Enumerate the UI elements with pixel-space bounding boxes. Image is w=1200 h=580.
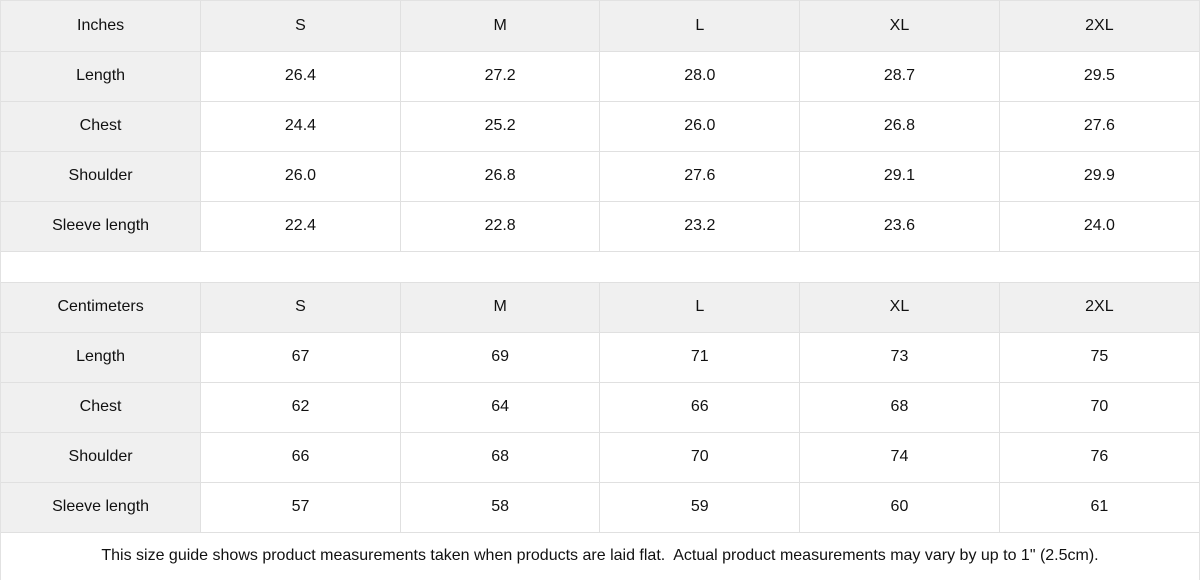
size-value-cell: 68 xyxy=(399,431,601,483)
size-value-cell: 75 xyxy=(998,331,1199,383)
size-col-header-xl: XL xyxy=(799,281,1000,333)
size-value-cell: 28.0 xyxy=(599,50,801,102)
row-label: Shoulder xyxy=(1,150,202,202)
size-value-cell: 22.4 xyxy=(200,200,401,252)
size-table-centimeters: Centimeters S M L XL 2XL Length 67 69 71… xyxy=(1,281,1199,533)
size-value-cell: 25.2 xyxy=(399,100,601,152)
size-col-header-xl: XL xyxy=(799,1,1000,52)
size-col-header-m: M xyxy=(399,1,601,52)
row-label: Shoulder xyxy=(1,431,202,483)
unit-header-cell: Centimeters xyxy=(1,281,202,333)
size-value-cell: 26.0 xyxy=(599,100,801,152)
table-row-length: Length 26.4 27.2 28.0 28.7 29.5 xyxy=(1,50,1199,102)
size-col-header-l: L xyxy=(599,1,801,52)
size-guide-disclaimer: This size guide shows product measuremen… xyxy=(1,532,1199,580)
size-value-cell: 62 xyxy=(200,381,401,433)
row-label: Chest xyxy=(1,381,202,433)
size-value-cell: 68 xyxy=(799,381,1000,433)
unit-header-cell: Inches xyxy=(1,1,202,52)
table-row-shoulder: Shoulder 66 68 70 74 76 xyxy=(1,431,1199,483)
size-value-cell: 27.2 xyxy=(399,50,601,102)
table-row-chest: Chest 24.4 25.2 26.0 26.8 27.6 xyxy=(1,100,1199,152)
size-value-cell: 59 xyxy=(599,481,801,533)
size-value-cell: 73 xyxy=(799,331,1000,383)
size-value-cell: 29.9 xyxy=(998,150,1199,202)
size-col-header-2xl: 2XL xyxy=(998,1,1199,52)
size-value-cell: 24.4 xyxy=(200,100,401,152)
size-col-header-m: M xyxy=(399,281,601,333)
size-value-cell: 66 xyxy=(599,381,801,433)
row-label: Length xyxy=(1,50,202,102)
size-value-cell: 60 xyxy=(799,481,1000,533)
table-row-length: Length 67 69 71 73 75 xyxy=(1,331,1199,383)
size-value-cell: 28.7 xyxy=(799,50,1000,102)
table-row-sleeve-length: Sleeve length 22.4 22.8 23.2 23.6 24.0 xyxy=(1,200,1199,252)
size-value-cell: 23.2 xyxy=(599,200,801,252)
size-value-cell: 70 xyxy=(998,381,1199,433)
size-col-header-2xl: 2XL xyxy=(998,281,1199,333)
size-value-cell: 22.8 xyxy=(399,200,601,252)
size-value-cell: 27.6 xyxy=(599,150,801,202)
size-value-cell: 26.0 xyxy=(200,150,401,202)
row-label: Chest xyxy=(1,100,202,152)
size-value-cell: 27.6 xyxy=(998,100,1199,152)
size-value-cell: 26.8 xyxy=(799,100,1000,152)
table-header-row: Centimeters S M L XL 2XL xyxy=(1,281,1199,333)
row-label: Length xyxy=(1,331,202,383)
table-header-row: Inches S M L XL 2XL xyxy=(1,1,1199,52)
size-value-cell: 57 xyxy=(200,481,401,533)
size-value-cell: 66 xyxy=(200,431,401,483)
size-value-cell: 29.5 xyxy=(998,50,1199,102)
table-row-sleeve-length: Sleeve length 57 58 59 60 61 xyxy=(1,481,1199,533)
size-value-cell: 76 xyxy=(998,431,1199,483)
size-value-cell: 64 xyxy=(399,381,601,433)
table-gap xyxy=(1,251,1199,282)
size-value-cell: 69 xyxy=(399,331,601,383)
size-value-cell: 29.1 xyxy=(799,150,1000,202)
size-table-inches: Inches S M L XL 2XL Length 26.4 27.2 28.… xyxy=(1,1,1199,252)
size-value-cell: 24.0 xyxy=(998,200,1199,252)
row-label: Sleeve length xyxy=(1,200,202,252)
size-value-cell: 26.4 xyxy=(200,50,401,102)
table-row-chest: Chest 62 64 66 68 70 xyxy=(1,381,1199,433)
size-value-cell: 71 xyxy=(599,331,801,383)
size-value-cell: 61 xyxy=(998,481,1199,533)
size-value-cell: 58 xyxy=(399,481,601,533)
size-col-header-s: S xyxy=(200,281,401,333)
table-row-shoulder: Shoulder 26.0 26.8 27.6 29.1 29.9 xyxy=(1,150,1199,202)
size-value-cell: 26.8 xyxy=(399,150,601,202)
row-label: Sleeve length xyxy=(1,481,202,533)
size-col-header-l: L xyxy=(599,281,801,333)
size-value-cell: 74 xyxy=(799,431,1000,483)
size-value-cell: 23.6 xyxy=(799,200,1000,252)
size-value-cell: 67 xyxy=(200,331,401,383)
size-col-header-s: S xyxy=(200,1,401,52)
size-value-cell: 70 xyxy=(599,431,801,483)
